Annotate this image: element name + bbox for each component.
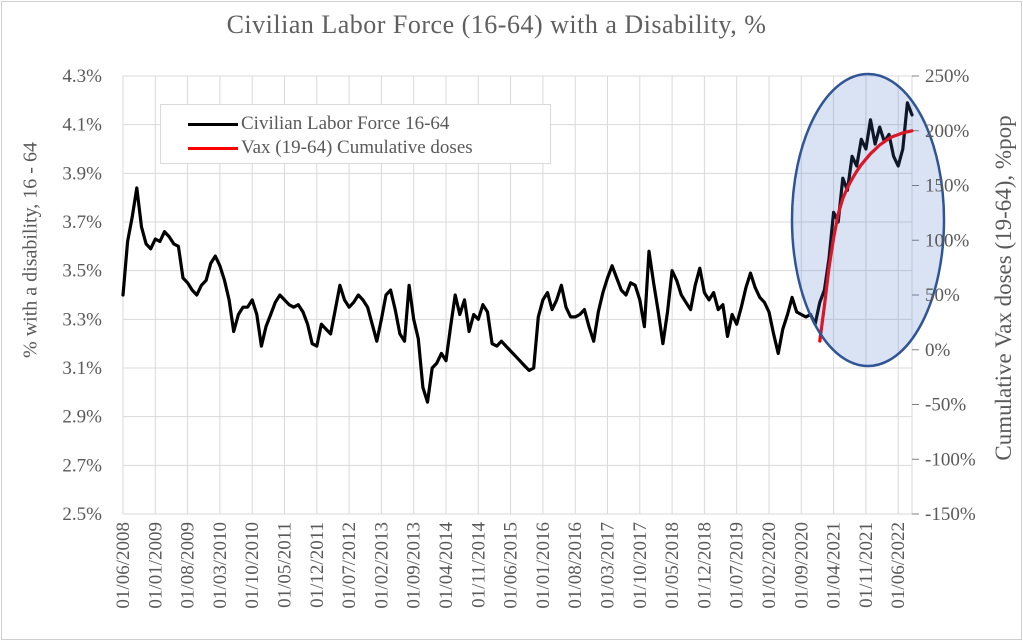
- x-axis-tick-label: 01/12/2011: [307, 522, 328, 608]
- right-axis-title: Cumulative Vax doses (19-64), %pop: [991, 115, 1016, 461]
- vax-doses-line: [818, 129, 914, 343]
- chart-title: Civilian Labor Force (16-64) with a Disa…: [226, 10, 767, 39]
- x-axis-tick-label: 01/04/2021: [824, 522, 845, 609]
- x-axis-tick-label: 01/12/2018: [694, 522, 715, 609]
- right-axis-tick-label: 0%: [925, 340, 951, 361]
- right-axis-tick-label: -50%: [925, 395, 966, 416]
- left-axis-tick-label: 4.1%: [62, 115, 102, 136]
- x-axis-tick-label: 01/01/2009: [145, 522, 166, 609]
- x-axis-tick-label: 01/10/2010: [242, 522, 263, 609]
- legend-label: Vax (19-64) Cumulative doses: [241, 137, 473, 158]
- right-axis-tick-label: -150%: [925, 504, 976, 525]
- legend-label: Civilian Labor Force 16-64: [241, 113, 450, 134]
- x-axis-tick-label: 01/11/2014: [468, 522, 489, 608]
- x-axis-tick-label: 01/04/2014: [436, 522, 457, 609]
- x-axis-tick-label: 01/08/2009: [178, 522, 199, 609]
- left-axis-tick-label: 3.7%: [62, 212, 102, 233]
- x-axis-tick-label: 01/05/2018: [662, 522, 683, 609]
- highlight-ellipse: [790, 72, 946, 368]
- x-axis-tick-label: 01/07/2019: [727, 522, 748, 609]
- x-axis-tick-label: 01/01/2016: [533, 522, 554, 609]
- left-axis-tick-label: 3.1%: [62, 358, 102, 379]
- right-axis-tick-label: 100%: [925, 230, 970, 251]
- left-axis-title: % with a disability, 16 - 64: [19, 142, 42, 358]
- x-axis-tick-label: 01/09/2013: [404, 522, 425, 609]
- x-axis-tick-label: 01/06/2015: [501, 522, 522, 609]
- x-axis-tick-label: 01/05/2011: [275, 522, 296, 608]
- left-axis-tick-label: 2.5%: [62, 504, 102, 525]
- left-axis-tick-label: 3.9%: [62, 163, 102, 184]
- legend-item-labor-force: Civilian Labor Force 16-64: [161, 112, 550, 136]
- legend: Civilian Labor Force 16-64 Vax (19-64) C…: [160, 104, 551, 164]
- right-axis-tick-label: 50%: [925, 285, 960, 306]
- x-axis-tick-label: 01/08/2016: [565, 522, 586, 609]
- legend-line-sample-red: [188, 146, 238, 150]
- x-axis-tick-label: 01/03/2010: [210, 522, 231, 609]
- left-axis-tick-label: 3.5%: [62, 261, 102, 282]
- labor-force-line: [121, 101, 914, 404]
- legend-item-vax: Vax (19-64) Cumulative doses: [161, 136, 550, 160]
- left-axis-tick-label: 4.3%: [62, 66, 102, 87]
- x-axis-tick-label: 01/02/2020: [759, 522, 780, 609]
- right-axis-tick-label: 250%: [925, 66, 970, 87]
- x-axis-tick-label: 01/10/2017: [630, 522, 651, 609]
- right-axis-tick-label: 150%: [925, 176, 970, 197]
- x-axis-tick-label: 01/06/2008: [113, 522, 134, 609]
- right-axis-tick-label: 200%: [925, 121, 970, 142]
- x-axis-tick-label: 01/06/2022: [888, 522, 909, 609]
- x-axis-tick-label: 01/02/2013: [371, 522, 392, 609]
- left-axis-tick-label: 3.3%: [62, 309, 102, 330]
- left-axis-tick-label: 2.7%: [62, 455, 102, 476]
- legend-line-sample-black: [188, 122, 238, 126]
- left-axis-tick-label: 2.9%: [62, 407, 102, 428]
- x-axis-tick-label: 01/03/2017: [598, 522, 619, 609]
- x-axis-tick-label: 01/11/2021: [856, 522, 877, 608]
- x-axis-tick-label: 01/07/2012: [339, 522, 360, 609]
- right-axis-tick-label: -100%: [925, 449, 976, 470]
- x-axis-tick-label: 01/09/2020: [791, 522, 812, 609]
